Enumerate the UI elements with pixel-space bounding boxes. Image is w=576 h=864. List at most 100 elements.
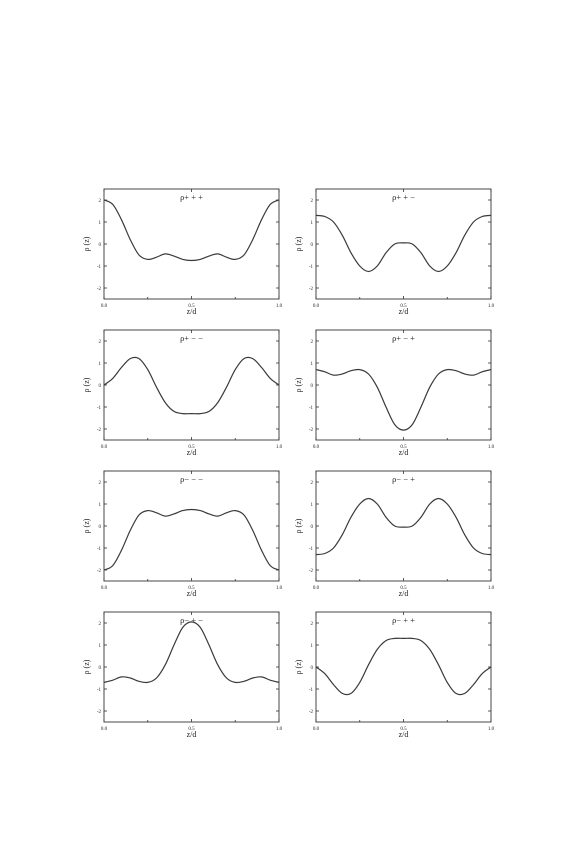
y-tick-label: -1 <box>309 547 314 552</box>
y-tick-label: 0 <box>311 384 314 389</box>
x-axis-label: z/d <box>399 448 409 457</box>
y-tick-label: 1 <box>311 644 314 649</box>
y-tick-label: 1 <box>99 503 102 508</box>
x-tick-label: 1.0 <box>488 445 495 450</box>
plot-frame <box>315 470 492 582</box>
x-axis-label: z/d <box>187 730 197 739</box>
y-tick-label: 2 <box>99 481 102 486</box>
x-tick-label: 0.5 <box>400 586 407 591</box>
panel-title: ρ+ + − <box>392 192 415 202</box>
y-tick-label: -2 <box>97 428 102 433</box>
x-axis-label: z/d <box>399 307 409 316</box>
y-tick-label: -1 <box>97 688 102 693</box>
x-tick-label: 1.0 <box>488 586 495 591</box>
y-tick-label: -2 <box>309 569 314 574</box>
plot-frame <box>315 611 492 723</box>
y-tick-label: 0 <box>311 666 314 671</box>
x-tick-label: 0.0 <box>101 304 108 309</box>
y-tick-label: 2 <box>99 199 102 204</box>
y-tick-label: -2 <box>97 287 102 292</box>
panel-title: ρ− + + <box>392 615 415 625</box>
y-tick-label: 0 <box>311 243 314 248</box>
panel-1: 2 1 0 -1 -2 0.0 0.5 1.0 z/d ρ (z) ρ+ + + <box>82 188 283 316</box>
density-curve <box>103 199 280 262</box>
y-tick-label: 1 <box>311 362 314 367</box>
x-tick-label: 1.0 <box>488 304 495 309</box>
y-axis-label: ρ (z) <box>294 377 303 392</box>
density-curve <box>315 497 492 556</box>
y-tick-label: -1 <box>309 265 314 270</box>
y-tick-label: 1 <box>99 644 102 649</box>
y-axis-label: ρ (z) <box>82 659 91 674</box>
panel-title: ρ+ − + <box>392 333 415 343</box>
y-tick-label: 1 <box>99 362 102 367</box>
panel-4: 2 1 0 -1 -2 0.0 0.5 1.0 z/d ρ (z) ρ+ − + <box>294 329 495 457</box>
y-tick-label: -2 <box>97 569 102 574</box>
x-tick-label: 1.0 <box>276 586 283 591</box>
y-tick-label: 2 <box>311 340 314 345</box>
x-tick-label: 0.0 <box>313 727 320 732</box>
y-tick-label: -1 <box>97 406 102 411</box>
y-tick-label: 1 <box>99 221 102 226</box>
y-tick-label: 2 <box>99 340 102 345</box>
x-tick-label: 0.5 <box>188 586 195 591</box>
x-tick-label: 0.0 <box>313 445 320 450</box>
y-tick-label: 0 <box>311 525 314 530</box>
density-curve <box>315 637 492 696</box>
x-tick-label: 1.0 <box>276 445 283 450</box>
y-tick-label: -1 <box>309 688 314 693</box>
y-axis-label: ρ (z) <box>82 518 91 533</box>
y-tick-label: 2 <box>99 622 102 627</box>
density-curve <box>103 508 280 571</box>
y-axis-label: ρ (z) <box>294 236 303 251</box>
panel-title: ρ− − − <box>180 474 203 484</box>
y-tick-label: -2 <box>309 710 314 715</box>
panel-2: 2 1 0 -1 -2 0.0 0.5 1.0 z/d ρ (z) ρ+ + − <box>294 188 495 316</box>
panel-5: 2 1 0 -1 -2 0.0 0.5 1.0 z/d ρ (z) ρ− − − <box>82 470 283 598</box>
x-tick-label: 0.0 <box>101 445 108 450</box>
x-tick-label: 0.0 <box>101 586 108 591</box>
panel-title: ρ− + − <box>180 615 203 625</box>
x-axis-label: z/d <box>399 730 409 739</box>
panel-8: 2 1 0 -1 -2 0.0 0.5 1.0 z/d ρ (z) ρ− + + <box>294 611 495 739</box>
panel-title: ρ− − + <box>392 474 415 484</box>
y-tick-label: -2 <box>97 710 102 715</box>
x-tick-label: 0.5 <box>188 445 195 450</box>
y-tick-label: -1 <box>309 406 314 411</box>
x-tick-label: 0.0 <box>101 727 108 732</box>
density-curve <box>315 214 492 273</box>
plot-frame <box>315 188 492 300</box>
y-tick-label: -2 <box>309 287 314 292</box>
panel-6: 2 1 0 -1 -2 0.0 0.5 1.0 z/d ρ (z) ρ− − + <box>294 470 495 598</box>
y-tick-label: 0 <box>99 525 102 530</box>
x-tick-label: 0.5 <box>400 727 407 732</box>
y-tick-label: -2 <box>309 428 314 433</box>
y-tick-label: 2 <box>311 622 314 627</box>
y-tick-label: -1 <box>97 547 102 552</box>
y-tick-label: 2 <box>311 481 314 486</box>
plot-frame <box>103 611 280 723</box>
x-tick-label: 1.0 <box>276 304 283 309</box>
panel-3: 2 1 0 -1 -2 0.0 0.5 1.0 z/d ρ (z) ρ+ − − <box>82 329 283 457</box>
x-tick-label: 0.5 <box>188 727 195 732</box>
x-axis-label: z/d <box>187 589 197 598</box>
x-axis-label: z/d <box>187 448 197 457</box>
x-axis-label: z/d <box>187 307 197 316</box>
plot-frame <box>103 329 280 441</box>
y-axis-label: ρ (z) <box>294 659 303 674</box>
y-axis-label: ρ (z) <box>82 236 91 251</box>
x-tick-label: 1.0 <box>276 727 283 732</box>
x-tick-label: 0.0 <box>313 586 320 591</box>
panel-7: 2 1 0 -1 -2 0.0 0.5 1.0 z/d ρ (z) ρ− + − <box>82 611 283 739</box>
panel-title: ρ+ − − <box>180 333 203 343</box>
plot-frame <box>103 470 280 582</box>
x-tick-label: 0.5 <box>188 304 195 309</box>
density-curve <box>315 368 492 431</box>
x-tick-label: 0.5 <box>400 304 407 309</box>
plot-frame <box>315 329 492 441</box>
y-tick-label: 1 <box>311 503 314 508</box>
panel-title: ρ+ + + <box>180 192 203 202</box>
density-curve <box>103 621 280 684</box>
y-tick-label: -1 <box>97 265 102 270</box>
